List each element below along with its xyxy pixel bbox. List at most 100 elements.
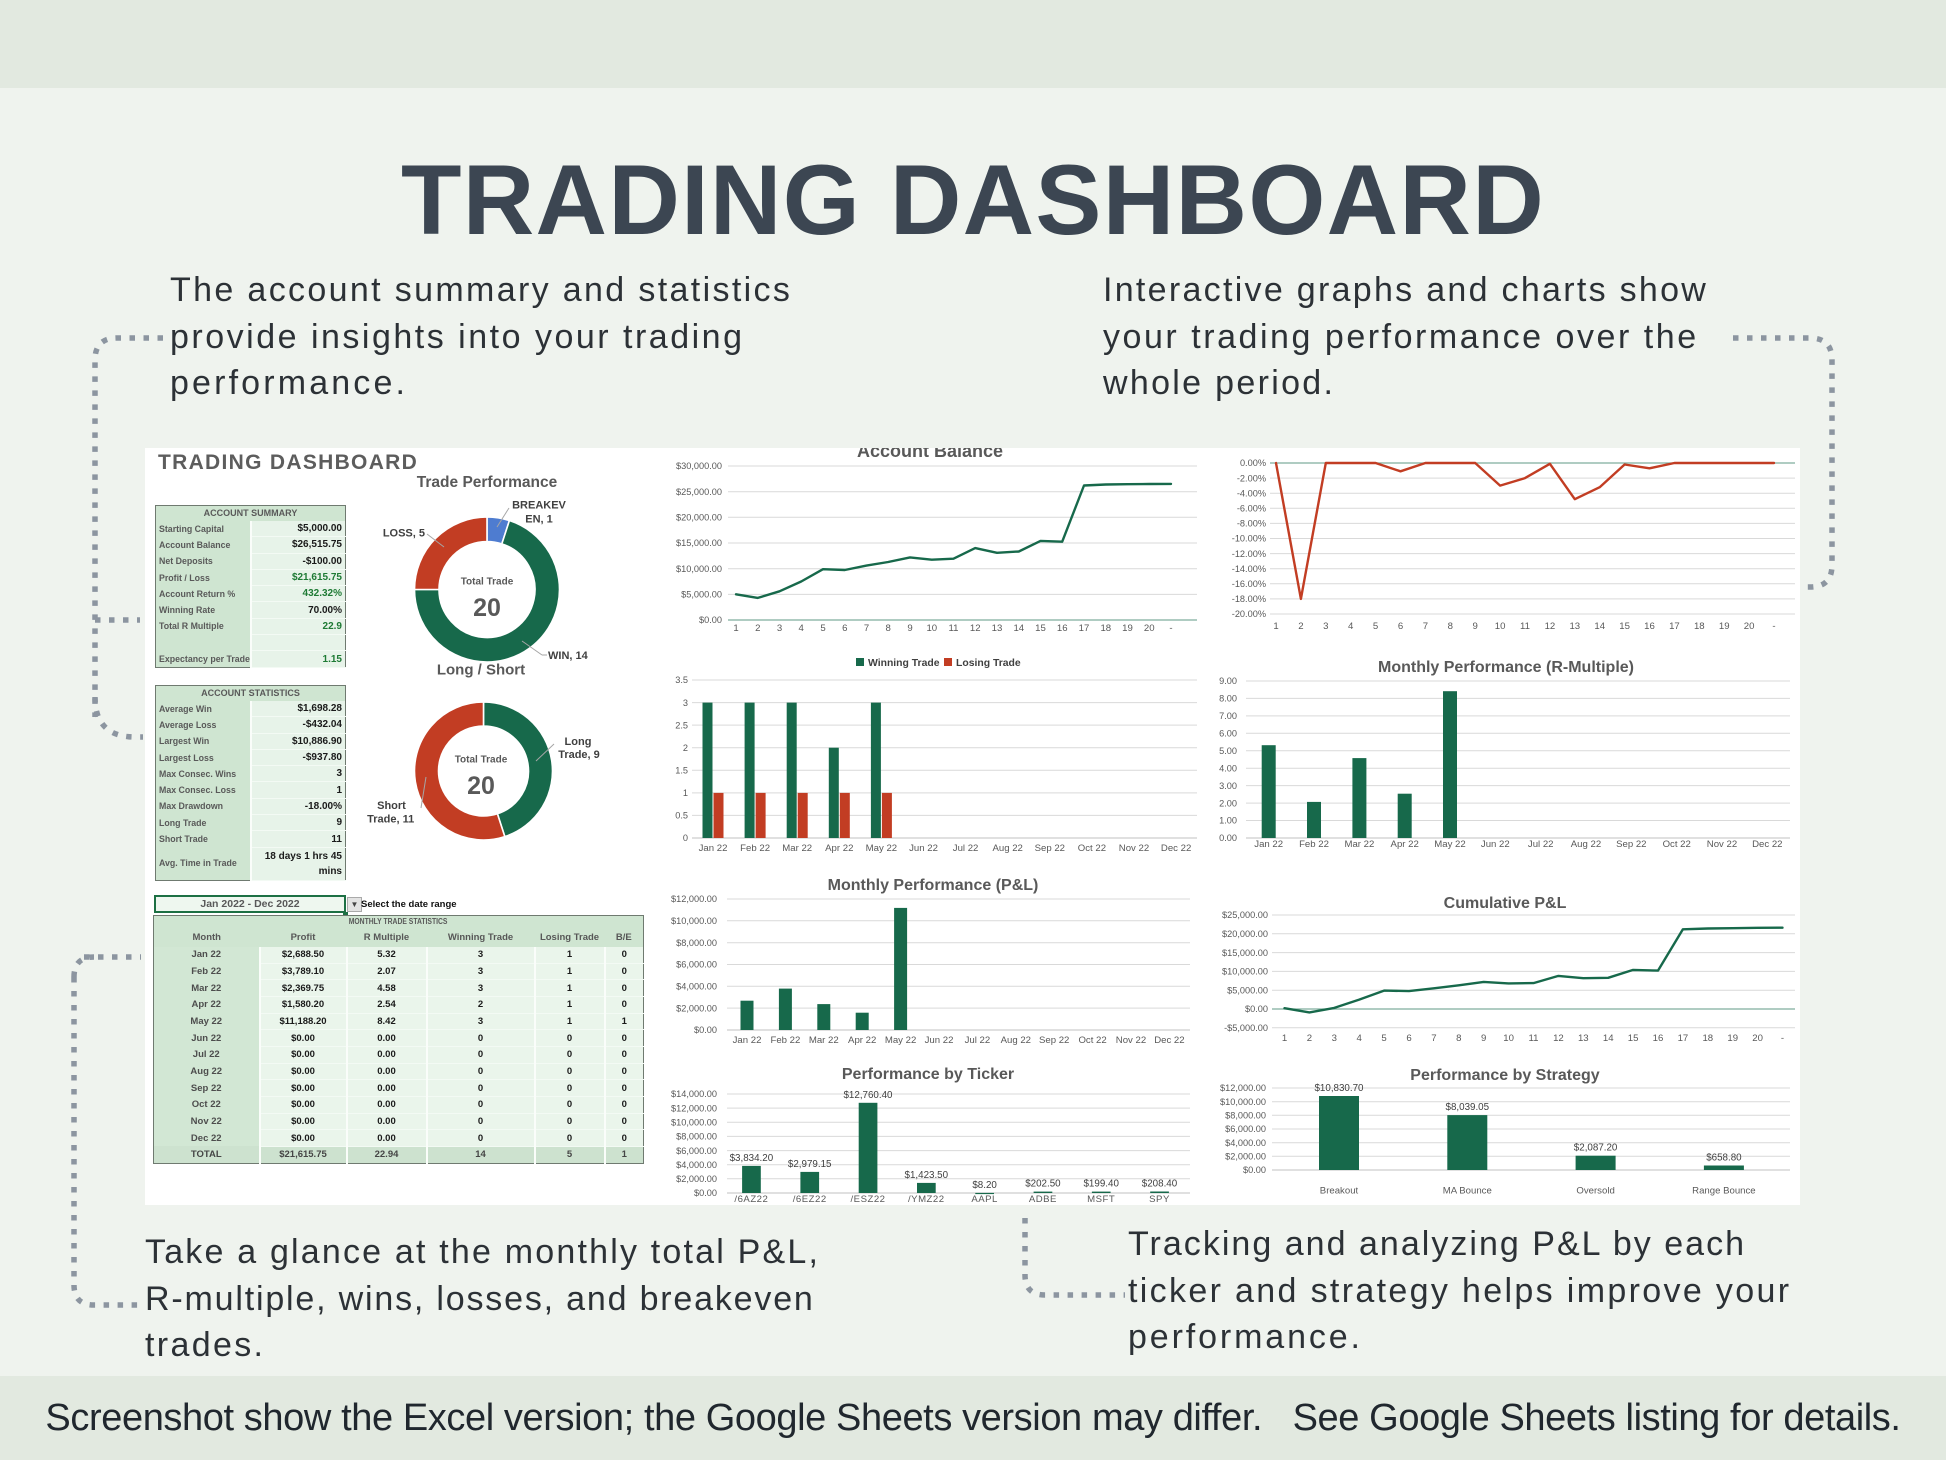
svg-text:AAPL: AAPL (971, 1194, 998, 1205)
svg-text:$6,000.00: $6,000.00 (1225, 1124, 1266, 1134)
svg-text:MA Bounce: MA Bounce (1443, 1186, 1492, 1197)
svg-text:$12,760.40: $12,760.40 (843, 1090, 893, 1101)
svg-text:May 22: May 22 (1434, 839, 1465, 850)
svg-text:Jun 22: Jun 22 (925, 1035, 954, 1046)
svg-text:4: 4 (1357, 1033, 1363, 1044)
svg-text:20: 20 (1144, 623, 1155, 634)
svg-text:9.00: 9.00 (1219, 676, 1237, 686)
svg-text:1: 1 (683, 788, 688, 798)
svg-text:Apr 22: Apr 22 (848, 1035, 876, 1046)
svg-text:1: 1 (1273, 621, 1278, 632)
svg-text:-: - (1169, 623, 1172, 634)
svg-text:12: 12 (1545, 621, 1556, 632)
svg-text:Oct 22: Oct 22 (1663, 839, 1691, 850)
svg-text:Jan 22: Jan 22 (733, 1035, 762, 1046)
svg-text:$20,000.00: $20,000.00 (676, 513, 722, 523)
svg-text:14: 14 (1594, 621, 1605, 632)
svg-text:$15,000.00: $15,000.00 (1222, 948, 1268, 958)
svg-text:Aug 22: Aug 22 (1571, 839, 1601, 850)
svg-text:-4.00%: -4.00% (1237, 488, 1266, 498)
svg-text:Long: Long (565, 736, 592, 748)
svg-text:Apr 22: Apr 22 (1391, 839, 1419, 850)
svg-text:Monthly Performance (R-Multipl: Monthly Performance (R-Multiple) (1378, 659, 1634, 676)
svg-text:14: 14 (1603, 1033, 1614, 1044)
svg-text:MSFT: MSFT (1087, 1194, 1115, 1205)
svg-text:10: 10 (926, 623, 937, 634)
svg-text:-10.00%: -10.00% (1232, 534, 1266, 544)
svg-text:Dec 22: Dec 22 (1161, 843, 1191, 854)
svg-text:2: 2 (1298, 621, 1303, 632)
svg-text:Oct 22: Oct 22 (1078, 843, 1106, 854)
svg-text:16: 16 (1057, 623, 1068, 634)
svg-text:12: 12 (970, 623, 981, 634)
svg-text:15: 15 (1619, 621, 1630, 632)
svg-text:$10,000.00: $10,000.00 (1222, 967, 1268, 977)
svg-text:$12,000.00: $12,000.00 (671, 1103, 717, 1113)
svg-text:$4,000.00: $4,000.00 (676, 1160, 717, 1170)
svg-text:Short: Short (377, 800, 406, 812)
svg-text:$2,000.00: $2,000.00 (676, 1174, 717, 1184)
svg-text:2.5: 2.5 (675, 720, 688, 730)
svg-text:$30,000.00: $30,000.00 (676, 461, 722, 471)
svg-text:4: 4 (799, 623, 805, 634)
svg-text:19: 19 (1122, 623, 1133, 634)
svg-text:5.00: 5.00 (1219, 746, 1237, 756)
svg-text:-: - (1781, 1033, 1784, 1044)
svg-text:7: 7 (1423, 621, 1428, 632)
svg-text:9: 9 (1473, 621, 1478, 632)
svg-text:2: 2 (755, 623, 760, 634)
svg-text:WIN, 14: WIN, 14 (548, 650, 589, 662)
svg-text:Nov 22: Nov 22 (1119, 843, 1149, 854)
svg-text:-8.00%: -8.00% (1237, 519, 1266, 529)
svg-text:1: 1 (733, 623, 738, 634)
svg-text:Jan 22: Jan 22 (1254, 839, 1283, 850)
svg-text:$10,830.70: $10,830.70 (1314, 1083, 1364, 1094)
svg-text:13: 13 (992, 623, 1003, 634)
svg-text:15: 15 (1628, 1033, 1639, 1044)
svg-text:$0.00: $0.00 (694, 1188, 717, 1198)
svg-text:8: 8 (886, 623, 891, 634)
svg-text:Trade, 11: Trade, 11 (367, 814, 414, 826)
svg-text:ADBE: ADBE (1029, 1194, 1057, 1205)
svg-text:Sep 22: Sep 22 (1039, 1035, 1069, 1046)
svg-text:Long / Short: Long / Short (437, 662, 525, 679)
svg-text:$2,000.00: $2,000.00 (1225, 1152, 1266, 1162)
svg-text:$202.50: $202.50 (1025, 1179, 1061, 1190)
svg-text:17: 17 (1678, 1033, 1689, 1044)
svg-text:Dec 22: Dec 22 (1752, 839, 1782, 850)
svg-text:3: 3 (1323, 621, 1328, 632)
svg-text:19: 19 (1727, 1033, 1738, 1044)
svg-text:$0.00: $0.00 (1243, 1165, 1266, 1175)
svg-text:$0.00: $0.00 (1245, 1004, 1268, 1014)
svg-text:2.00: 2.00 (1219, 798, 1237, 808)
svg-text:11: 11 (1520, 621, 1530, 632)
svg-text:$199.40: $199.40 (1083, 1179, 1119, 1190)
svg-text:Dec 22: Dec 22 (1154, 1035, 1184, 1046)
svg-text:May 22: May 22 (885, 1035, 916, 1046)
svg-text:-20.00%: -20.00% (1232, 609, 1266, 619)
svg-text:/6AZ22: /6AZ22 (734, 1194, 768, 1205)
svg-text:Aug 22: Aug 22 (1001, 1035, 1031, 1046)
svg-text:1.5: 1.5 (675, 766, 688, 776)
svg-text:0.5: 0.5 (675, 811, 688, 821)
svg-text:18: 18 (1100, 623, 1111, 634)
svg-text:Trade, 9: Trade, 9 (558, 749, 600, 761)
svg-text:$25,000.00: $25,000.00 (676, 487, 722, 497)
svg-text:/ESZ22: /ESZ22 (851, 1194, 886, 1205)
svg-text:17: 17 (1669, 621, 1680, 632)
svg-text:8: 8 (1456, 1033, 1461, 1044)
svg-text:$2,000.00: $2,000.00 (676, 1003, 717, 1013)
svg-text:$0.00: $0.00 (699, 615, 722, 625)
svg-text:16: 16 (1644, 621, 1655, 632)
svg-text:11: 11 (949, 623, 959, 634)
svg-text:$8,039.05: $8,039.05 (1446, 1102, 1490, 1113)
svg-text:18: 18 (1694, 621, 1705, 632)
svg-text:Mar 22: Mar 22 (1344, 839, 1374, 850)
svg-text:5: 5 (1381, 1033, 1386, 1044)
svg-text:Oversold: Oversold (1576, 1186, 1614, 1197)
svg-text:Performance by Strategy: Performance by Strategy (1410, 1067, 1600, 1084)
svg-text:SPY: SPY (1149, 1194, 1170, 1205)
svg-text:$25,000.00: $25,000.00 (1222, 910, 1268, 920)
svg-text:Mar 22: Mar 22 (809, 1035, 839, 1046)
svg-text:Jun 22: Jun 22 (1481, 839, 1510, 850)
